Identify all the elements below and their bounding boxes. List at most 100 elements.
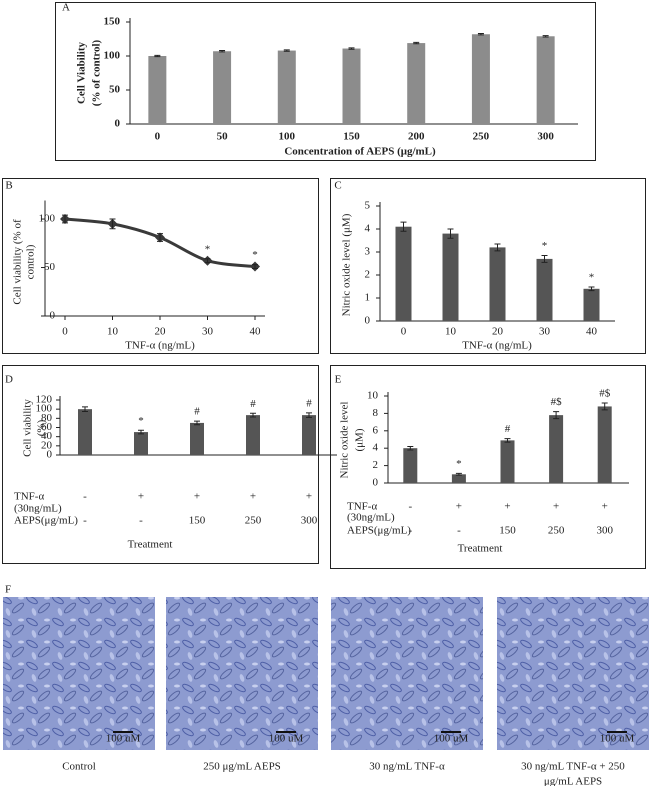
- error-bar: [541, 254, 548, 263]
- error-bar: [348, 47, 355, 50]
- y-tick-label: 5: [365, 200, 371, 212]
- y-axis-label: Nitric oxide level: [339, 402, 351, 479]
- line: [64, 217, 256, 269]
- row-value: +: [138, 491, 144, 503]
- x-tick-label: 30: [202, 326, 214, 338]
- row-label: AEPS(μg/mL): [14, 515, 78, 527]
- error-bar: [407, 445, 414, 451]
- row-label: AEPS(μg/mL): [347, 525, 411, 537]
- row-value: -: [83, 515, 87, 527]
- x-tick-label: 200: [408, 131, 425, 143]
- y-axis-label: (% of control): [91, 39, 103, 106]
- y-axis-label: Cell Viability: [76, 41, 88, 104]
- row-value: 150: [189, 515, 206, 527]
- x-tick-label: 40: [250, 326, 262, 338]
- panel-frame: [330, 365, 646, 569]
- row-value: +: [602, 501, 608, 513]
- y-tick-label: 120: [36, 394, 53, 406]
- y-tick-label: 20: [41, 439, 53, 451]
- row-value: 300: [301, 515, 318, 527]
- x-tick-label: 250: [473, 131, 490, 143]
- significance-marker: #$: [551, 396, 563, 408]
- y-tick-label: 4: [373, 442, 379, 454]
- x-tick-label: 20: [492, 326, 504, 338]
- row-value: -: [83, 491, 87, 503]
- caption: 30 ng/mL TNF-α: [369, 761, 445, 773]
- error-bar: [588, 286, 595, 292]
- x-axis-label: TNF-α (ng/mL): [462, 340, 532, 352]
- bar: [342, 48, 361, 124]
- error-bar: [138, 429, 144, 435]
- row-value: +: [504, 501, 510, 513]
- bar: [536, 36, 555, 124]
- y-tick-label: 1: [365, 292, 371, 304]
- y-tick-label: 0: [373, 477, 379, 489]
- significance-marker: #: [250, 398, 256, 410]
- y-tick-label: 6: [373, 424, 379, 436]
- panel-label: A: [62, 2, 70, 14]
- row-value: 150: [499, 525, 516, 537]
- x-tick-label: 20: [155, 326, 167, 338]
- x-axis-label: Treatment: [128, 539, 173, 551]
- row-value: 250: [245, 515, 262, 527]
- x-axis-label: Treatment: [458, 543, 503, 555]
- error-bar: [194, 420, 200, 426]
- y-tick-label: 4: [365, 223, 371, 235]
- error-bar: [62, 214, 68, 224]
- error-bar: [413, 41, 420, 45]
- significance-marker: *: [542, 240, 548, 252]
- panel-label: D: [5, 374, 13, 386]
- error-bar: [447, 228, 454, 239]
- row-value: -: [408, 525, 412, 537]
- error-bar: [542, 35, 549, 38]
- error-bar: [204, 258, 211, 264]
- error-bar: [553, 411, 560, 420]
- y-tick-label: 100: [36, 403, 53, 415]
- y-tick-label: 0: [50, 310, 56, 322]
- y-tick-label: 10: [367, 390, 379, 402]
- caption: μg/mL AEPS: [544, 776, 602, 786]
- caption: Control: [62, 761, 96, 773]
- panel-label: F: [5, 584, 11, 596]
- y-tick-label: 150: [104, 16, 121, 28]
- y-tick-label: 60: [41, 421, 53, 433]
- error-bar: [477, 33, 484, 36]
- bar: [451, 474, 466, 483]
- x-tick-label: 10: [445, 326, 457, 338]
- panel-frame: [330, 178, 646, 354]
- x-tick-label: 100: [279, 131, 296, 143]
- y-axis-label: (μM): [354, 428, 366, 451]
- significance-marker: *: [205, 243, 211, 255]
- panel-label: B: [5, 180, 12, 192]
- error-bar: [82, 406, 88, 412]
- row-value: -: [139, 515, 143, 527]
- micrograph: [166, 597, 318, 750]
- row-value: +: [553, 501, 559, 513]
- y-tick-label: 50: [44, 261, 56, 273]
- bar: [134, 432, 148, 455]
- significance-marker: *: [138, 415, 144, 427]
- x-tick-label: 10: [107, 326, 119, 338]
- y-axis-label: (%): [36, 419, 48, 436]
- panel-label: E: [335, 374, 342, 386]
- y-tick-label: 80: [41, 412, 53, 424]
- bar: [213, 51, 232, 124]
- row-value: +: [250, 491, 256, 503]
- error-bar: [283, 49, 290, 52]
- panel-frame: [2, 365, 319, 564]
- y-tick-label: 40: [41, 430, 53, 442]
- bar: [536, 258, 553, 321]
- error-bar: [109, 218, 116, 230]
- bar: [277, 50, 296, 125]
- bar: [500, 440, 515, 483]
- y-axis-label: Nitric oxide level (μM): [341, 213, 353, 316]
- error-bar: [154, 54, 161, 58]
- scale-bar-label: 100 uM: [269, 733, 304, 745]
- bar: [246, 415, 260, 455]
- error-bar: [504, 438, 511, 443]
- caption: 30 ng/mL TNF-α + 250: [521, 761, 625, 773]
- error-bar: [252, 264, 258, 269]
- y-tick-label: 0: [115, 118, 121, 130]
- bar: [78, 409, 92, 455]
